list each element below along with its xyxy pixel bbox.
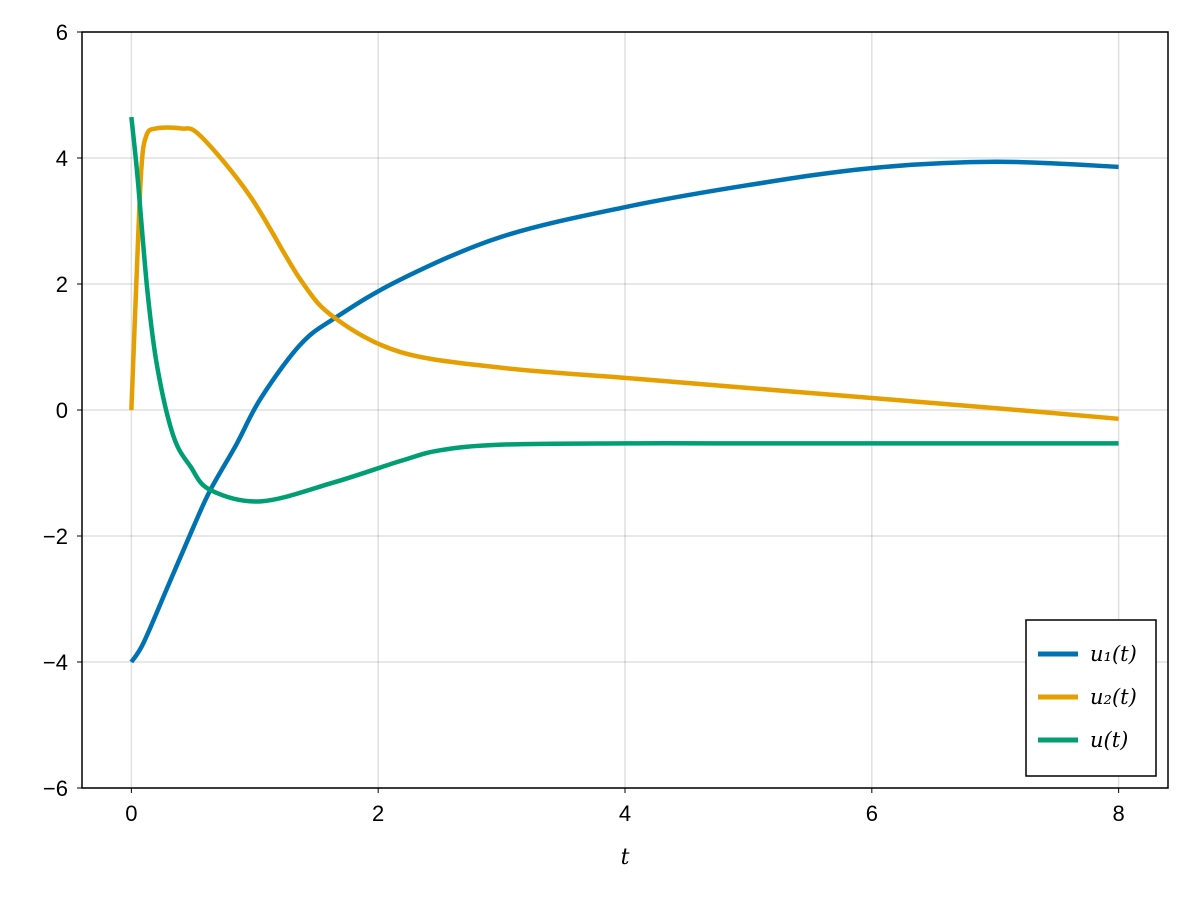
series-lines (129, 116, 1119, 664)
series-line-0 (129, 159, 1119, 664)
x-tick-label: 4 (619, 801, 631, 826)
legend: u₁(t) u₂(t) u(t) (1025, 619, 1157, 777)
y-tick-label: 2 (56, 272, 68, 297)
y-tick-label: −4 (43, 650, 68, 675)
legend-label: u₁(t) (1090, 642, 1137, 666)
x-axis-ticks: 0 2 4 6 8 (125, 788, 1125, 826)
series-line-2 (129, 116, 1119, 504)
legend-label: u(t) (1090, 728, 1128, 752)
y-tick-label: 0 (56, 398, 68, 423)
x-tick-label: 0 (125, 801, 137, 826)
y-tick-label: −2 (43, 524, 68, 549)
x-tick-label: 6 (866, 801, 878, 826)
x-axis-label: t (621, 845, 630, 870)
y-tick-label: −6 (43, 776, 68, 801)
series-line-1 (129, 125, 1119, 422)
y-tick-label: 6 (56, 20, 68, 45)
y-tick-label: 4 (56, 146, 68, 171)
legend-label: u₂(t) (1090, 685, 1137, 709)
x-tick-label: 8 (1113, 801, 1125, 826)
x-tick-label: 2 (372, 801, 384, 826)
y-axis-ticks: −6 −4 −2 0 2 4 6 (43, 20, 82, 801)
